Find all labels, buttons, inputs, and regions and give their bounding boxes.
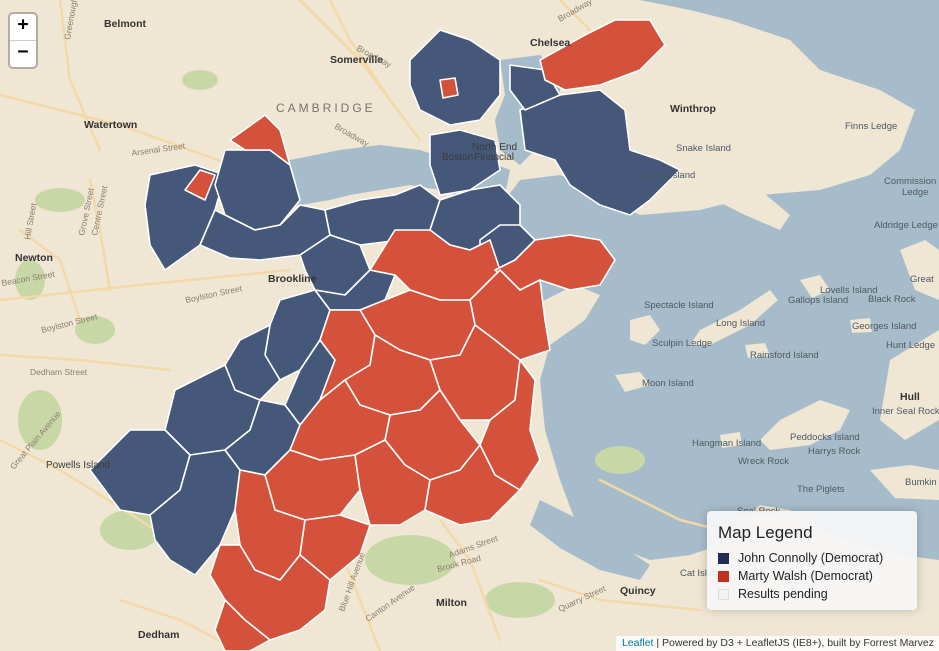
road-network: [0, 0, 762, 651]
svg-text:Georges Island: Georges Island: [852, 321, 916, 332]
zoom-in-button[interactable]: +: [10, 14, 36, 41]
svg-text:Snake Island: Snake Island: [676, 143, 731, 154]
park-area: [75, 316, 115, 344]
svg-text:Belmont: Belmont: [104, 18, 147, 30]
park-area: [595, 446, 645, 474]
park-area: [15, 260, 45, 300]
park-area: [100, 510, 160, 550]
neponset-river: [530, 500, 650, 580]
svg-text:Inner Seal Rock: Inner Seal Rock: [872, 406, 939, 417]
svg-text:North End: North End: [472, 142, 517, 153]
precinct: [424, 444, 521, 526]
svg-text:Ledge: Ledge: [902, 187, 928, 198]
svg-text:Brookline: Brookline: [268, 273, 317, 285]
bumkin-island-land: [870, 465, 939, 500]
svg-text:Milton: Milton: [436, 597, 467, 609]
hull-land: [880, 330, 939, 440]
svg-text:Winthrop: Winthrop: [670, 103, 716, 115]
peddocks-island-land: [760, 400, 850, 450]
svg-text:Dedham: Dedham: [138, 629, 179, 641]
park-area: [182, 70, 218, 90]
svg-text:Harrys Rock: Harrys Rock: [808, 446, 861, 457]
precinct: [439, 77, 459, 99]
precinct: [539, 19, 666, 91]
svg-text:Great: Great: [910, 274, 934, 285]
legend-item-pending: Results pending: [718, 585, 907, 603]
legend-item-connolly: John Connolly (Democrat): [718, 549, 907, 567]
svg-text:Aldridge Ledge: Aldridge Ledge: [874, 220, 938, 231]
moon-island-land: [615, 372, 650, 392]
svg-text:Commission: Commission: [884, 176, 936, 187]
connolly-precincts[interactable]: [89, 29, 681, 576]
rainsford-island-land: [745, 343, 770, 358]
svg-text:Boston: Boston: [442, 152, 473, 163]
hangman-island-land: [720, 432, 742, 448]
svg-text:Apple Island: Apple Island: [643, 170, 695, 181]
precinct: [519, 89, 681, 216]
deer-island: [715, 180, 790, 230]
precinct: [184, 169, 216, 201]
svg-text:Spectacle Island: Spectacle Island: [644, 300, 714, 311]
map-legend: Map Legend John Connolly (Democrat) Mart…: [707, 511, 917, 610]
georges-island-land: [850, 318, 872, 333]
svg-text:CAMBRIDGE: CAMBRIDGE: [276, 101, 376, 115]
connolly-swatch: [718, 552, 729, 564]
precinct: [214, 599, 271, 651]
legend-label: Results pending: [738, 587, 828, 601]
svg-text:Hangman Island: Hangman Island: [692, 438, 761, 449]
park-area: [365, 535, 455, 585]
legend-label: Marty Walsh (Democrat): [738, 569, 873, 583]
park-area: [35, 188, 85, 212]
lovells-island-land: [800, 275, 830, 298]
zoom-control: + −: [8, 12, 38, 69]
svg-text:Rainsford Island: Rainsford Island: [750, 350, 819, 361]
long-island-land: [690, 290, 778, 345]
map-attribution: Leaflet | Powered by D3 + LeafletJS (IE8…: [615, 636, 939, 651]
park-area: [18, 390, 62, 450]
svg-text:Cat Island: Cat Island: [680, 568, 723, 579]
attribution-text: | Powered by D3 + LeafletJS (IE8+), buil…: [653, 637, 934, 649]
svg-text:Finns Ledge: Finns Ledge: [845, 121, 897, 132]
svg-text:Lovells Island: Lovells Island: [820, 285, 878, 296]
precinct: [229, 114, 291, 166]
hull-peninsula: [900, 240, 939, 300]
walsh-swatch: [718, 570, 729, 582]
legend-title: Map Legend: [718, 523, 813, 542]
svg-text:Financial: Financial: [474, 152, 514, 163]
svg-text:Somerville: Somerville: [330, 54, 383, 66]
svg-text:Hull: Hull: [900, 391, 920, 403]
svg-text:Quincy: Quincy: [620, 585, 656, 597]
svg-text:Chelsea: Chelsea: [530, 37, 570, 49]
svg-text:Hunt Ledge: Hunt Ledge: [886, 340, 935, 351]
leaflet-link[interactable]: Leaflet: [621, 637, 654, 649]
winthrop-land: [650, 90, 770, 190]
svg-text:The Piglets: The Piglets: [797, 484, 845, 495]
svg-text:Black Rock: Black Rock: [868, 294, 916, 305]
svg-text:Powells Island: Powells Island: [46, 460, 110, 471]
legend-label: John Connolly (Democrat): [738, 551, 884, 565]
zoom-out-button[interactable]: −: [17, 41, 29, 62]
svg-text:Moon Island: Moon Island: [642, 378, 694, 389]
svg-text:Sculpin Ledge: Sculpin Ledge: [652, 338, 712, 349]
spectacle-island-land: [630, 315, 660, 345]
svg-text:Wreck Rock: Wreck Rock: [738, 456, 789, 467]
park-area: [485, 582, 555, 618]
svg-text:Peddocks Island: Peddocks Island: [790, 432, 860, 443]
svg-text:Dedham Street: Dedham Street: [30, 367, 88, 377]
svg-text:Newton: Newton: [15, 252, 53, 264]
svg-text:Watertown: Watertown: [84, 119, 137, 131]
svg-text:Gallops Island: Gallops Island: [788, 295, 848, 306]
svg-text:Bumkin: Bumkin: [905, 477, 937, 488]
precinct: [429, 129, 501, 196]
pending-swatch: [718, 588, 729, 600]
walsh-precincts[interactable]: [184, 19, 666, 651]
legend-item-walsh: Marty Walsh (Democrat): [718, 567, 907, 585]
svg-text:Long Island: Long Island: [716, 318, 765, 329]
